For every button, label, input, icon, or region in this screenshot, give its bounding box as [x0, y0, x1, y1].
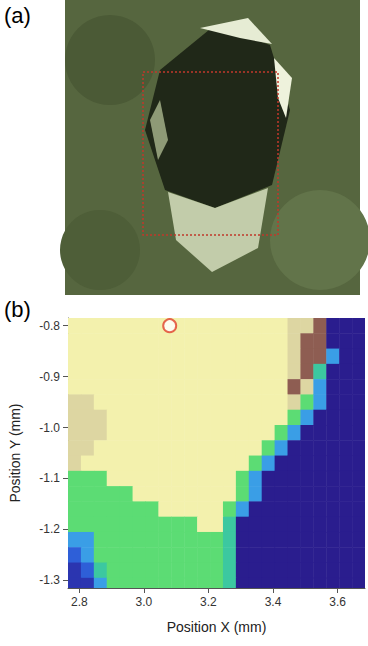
svg-text:2.8: 2.8: [71, 595, 88, 609]
svg-text:-1.1: -1.1: [39, 471, 60, 485]
svg-text:Position Y (mm): Position Y (mm): [7, 403, 23, 502]
svg-text:3.6: 3.6: [329, 595, 346, 609]
svg-text:-0.9: -0.9: [39, 370, 60, 384]
svg-text:(a): (a): [4, 3, 31, 28]
svg-text:-1.3: -1.3: [39, 573, 60, 587]
svg-text:-1.0: -1.0: [39, 421, 60, 435]
svg-text:-1.2: -1.2: [39, 522, 60, 536]
svg-text:3.4: 3.4: [265, 595, 282, 609]
svg-text:-0.8: -0.8: [39, 319, 60, 333]
svg-text:Position X (mm): Position X (mm): [167, 619, 267, 635]
svg-text:3.2: 3.2: [200, 595, 217, 609]
svg-text:(b): (b): [4, 297, 31, 322]
svg-text:3.0: 3.0: [136, 595, 153, 609]
